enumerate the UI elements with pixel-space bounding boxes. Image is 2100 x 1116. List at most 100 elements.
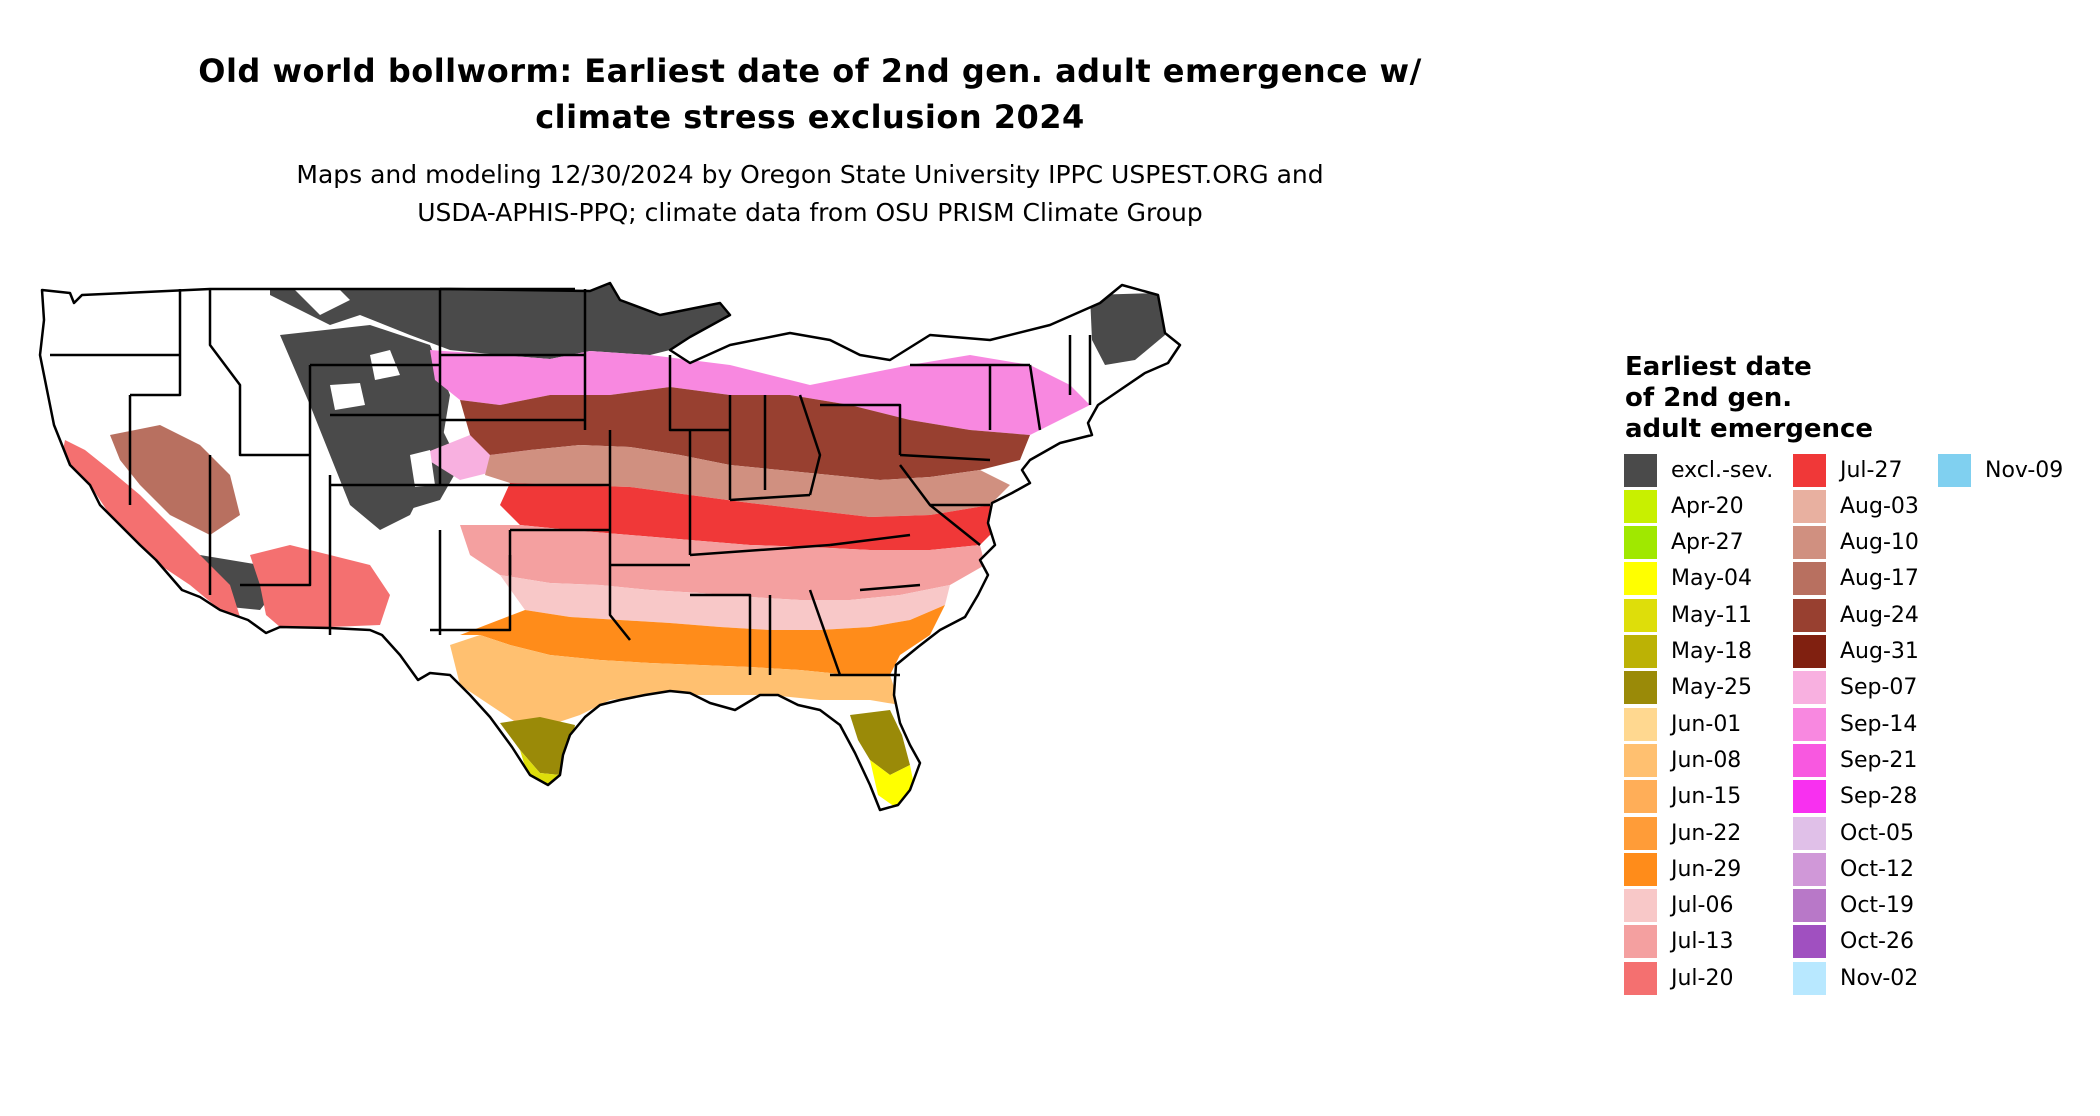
legend-label: Nov-02 [1840, 965, 1919, 991]
legend-swatch [1793, 743, 1826, 777]
legend-swatch [1793, 961, 1826, 995]
legend-item: Jun-08 [1624, 742, 1741, 778]
legend-item: Nov-02 [1793, 960, 1918, 996]
legend-swatch [1624, 489, 1657, 523]
legend-swatch [1624, 816, 1657, 850]
map-subtitle-line-2: USDA-APHIS-PPQ; climate data from OSU PR… [417, 198, 1203, 227]
map-title-line-1: Old world bollworm: Earliest date of 2nd… [198, 52, 1422, 90]
legend-label: Jul-13 [1671, 929, 1734, 955]
legend-item: Jun-01 [1624, 706, 1741, 742]
region-jun-light-band [450, 635, 900, 725]
legend-item: Jul-27 [1793, 452, 1902, 488]
legend-item: Nov-09 [1938, 452, 2063, 488]
legend-title-line-2: of 2nd gen. [1625, 383, 1793, 413]
legend-label: Aug-31 [1840, 639, 1919, 664]
region-excluded-maine [1090, 293, 1165, 365]
legend-label: Jun-08 [1671, 747, 1742, 773]
legend-title-line-3: adult emergence [1625, 414, 1874, 444]
legend-swatch [1793, 816, 1826, 850]
map-subtitle-line-1: Maps and modeling 12/30/2024 by Oregon S… [296, 160, 1324, 189]
legend-label: Aug-24 [1840, 602, 1919, 628]
map-title: Old world bollworm: Earliest date of 2nd… [60, 48, 1560, 140]
legend-title: Earliest date of 2nd gen. adult emergenc… [1625, 352, 1925, 445]
legend-label: Jun-29 [1671, 856, 1742, 882]
legend-label: Oct-19 [1840, 893, 1914, 919]
legend-label: May-11 [1671, 602, 1753, 628]
region-southwest-red [250, 545, 390, 627]
legend-swatch [1624, 780, 1657, 814]
legend-swatch [1938, 453, 1971, 487]
region-may-florida [850, 710, 910, 775]
legend-item: May-18 [1624, 634, 1752, 670]
legend-swatch [1793, 925, 1826, 959]
legend-label: Aug-17 [1840, 566, 1919, 592]
legend-label: Jul-06 [1671, 893, 1734, 919]
region-aug-band-light [485, 445, 1010, 517]
legend-item: Jul-13 [1624, 924, 1733, 960]
region-jun-orange-band [460, 605, 945, 675]
legend: excl.-sev. Apr-20 Apr-27 May-04 May-11 May-18… [1624, 452, 2084, 1012]
legend-swatch [1624, 961, 1657, 995]
legend-swatch [1624, 671, 1657, 705]
legend-item: Oct-19 [1793, 888, 1914, 924]
legend-swatch [1793, 780, 1826, 814]
region-white-patches [290, 283, 435, 487]
legend-title-line-1: Earliest date [1625, 352, 1812, 382]
legend-swatch [1793, 889, 1826, 923]
legend-label: Nov-09 [1985, 457, 2064, 483]
legend-swatch [1793, 489, 1826, 523]
legend-item: Aug-03 [1793, 488, 1919, 524]
region-jul-red-band [500, 483, 1000, 550]
legend-item: Jun-15 [1624, 779, 1741, 815]
region-may-florida-yellow [870, 760, 915, 807]
region-west-brown [110, 425, 240, 535]
legend-swatch [1624, 526, 1657, 560]
legend-swatch [1793, 453, 1826, 487]
legend-item: Apr-20 [1624, 488, 1744, 524]
region-aug-band [460, 387, 1030, 480]
legend-item: excl.-sev. [1624, 452, 1773, 488]
legend-item: Jul-06 [1624, 888, 1733, 924]
legend-item: Oct-12 [1793, 851, 1914, 887]
legend-label: Aug-03 [1840, 493, 1919, 519]
legend-swatch [1624, 852, 1657, 886]
legend-item: Jun-29 [1624, 851, 1741, 887]
legend-item: Oct-05 [1793, 815, 1914, 851]
legend-label: Oct-26 [1840, 929, 1914, 955]
map-fill-layer [40, 283, 1180, 810]
legend-label: Aug-10 [1840, 530, 1919, 556]
legend-item: Jul-20 [1624, 960, 1733, 996]
legend-label: Sep-07 [1840, 675, 1918, 701]
legend-swatch [1793, 562, 1826, 596]
legend-swatch [1793, 707, 1826, 741]
legend-label: May-04 [1671, 566, 1753, 592]
legend-item: May-04 [1624, 561, 1752, 597]
legend-label: Oct-05 [1840, 820, 1914, 846]
legend-item: Sep-14 [1793, 706, 1917, 742]
region-west-red [60, 440, 240, 617]
map-title-line-2: climate stress exclusion 2024 [535, 98, 1085, 136]
legend-item: May-25 [1624, 670, 1752, 706]
legend-label: May-25 [1671, 675, 1753, 701]
legend-swatch [1624, 889, 1657, 923]
legend-label: Jun-22 [1671, 820, 1742, 846]
region-jul-pink-band [460, 525, 985, 600]
legend-label: Sep-28 [1840, 784, 1918, 810]
legend-label: Jul-27 [1840, 457, 1903, 483]
legend-item: Sep-07 [1793, 670, 1917, 706]
region-excluded-colorado [350, 425, 460, 515]
legend-swatch [1793, 526, 1826, 560]
legend-swatch [1624, 598, 1657, 632]
legend-label: Sep-14 [1840, 711, 1918, 737]
legend-label: Oct-12 [1840, 856, 1914, 882]
legend-label: Jun-15 [1671, 784, 1742, 810]
region-may-texas [500, 717, 575, 775]
legend-item: Oct-26 [1793, 924, 1914, 960]
legend-swatch [1624, 743, 1657, 777]
legend-item: Apr-27 [1624, 525, 1744, 561]
legend-item: Jun-22 [1624, 815, 1741, 851]
legend-label: May-18 [1671, 639, 1753, 664]
legend-swatch [1793, 598, 1826, 632]
legend-item: Aug-24 [1793, 597, 1919, 633]
map-subtitle: Maps and modeling 12/30/2024 by Oregon S… [60, 156, 1560, 232]
